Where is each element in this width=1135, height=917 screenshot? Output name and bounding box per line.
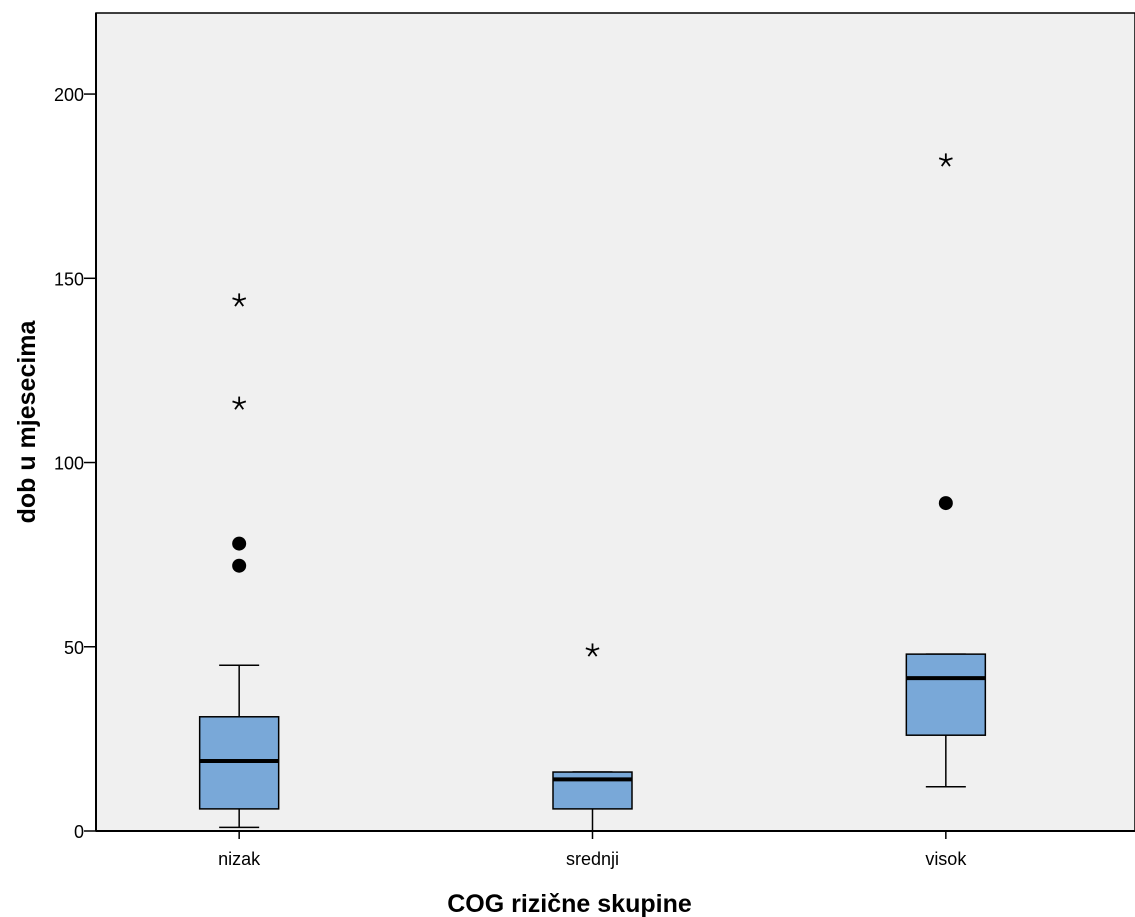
x-tick-label: srednji	[566, 849, 619, 869]
y-axis-title: dob u mjesecima	[13, 319, 41, 523]
extreme-point	[232, 293, 247, 307]
extreme-point-ray	[587, 649, 594, 657]
y-tick-label: 50	[64, 638, 84, 658]
y-tick-label: 200	[54, 85, 84, 105]
outlier-point	[232, 558, 247, 573]
extreme-point-ray	[591, 649, 598, 657]
box-visok	[905, 153, 987, 788]
outlier-point	[232, 536, 247, 551]
extreme-point-ray	[234, 403, 240, 410]
extreme-point-ray	[592, 647, 600, 652]
extreme-point-ray	[238, 403, 245, 410]
extreme-point-ray	[232, 400, 240, 405]
y-tick-label: 150	[54, 269, 84, 289]
box-nizak	[198, 293, 280, 829]
extreme-point	[232, 396, 247, 410]
x-tick-label: nizak	[218, 849, 261, 869]
extreme-point-ray	[234, 299, 240, 307]
extreme-point-ray	[938, 157, 947, 162]
y-tick-label: 0	[74, 822, 84, 842]
x-tick-label: visok	[925, 849, 967, 869]
extreme-point	[938, 153, 953, 167]
x-axis-ticks: nizak srednji visok	[218, 831, 967, 869]
extreme-point-ray	[238, 297, 247, 302]
extreme-point-ray	[585, 647, 593, 652]
extreme-point-ray	[238, 400, 247, 405]
extreme-point-ray	[232, 297, 240, 302]
extreme-point-ray	[238, 299, 245, 307]
iqr-box	[905, 653, 987, 736]
boxes-layer	[198, 153, 987, 832]
extreme-point-ray	[945, 157, 953, 162]
y-axis-ticks: 0 50 100 150 200	[54, 85, 96, 842]
extreme-point-ray	[940, 159, 947, 167]
x-axis-title: COG rizične skupine	[447, 890, 692, 917]
extreme-point	[585, 643, 600, 657]
y-tick-label: 100	[54, 454, 84, 474]
outlier-point	[938, 496, 953, 511]
box-srednji	[552, 643, 633, 832]
extreme-point-ray	[945, 159, 951, 167]
